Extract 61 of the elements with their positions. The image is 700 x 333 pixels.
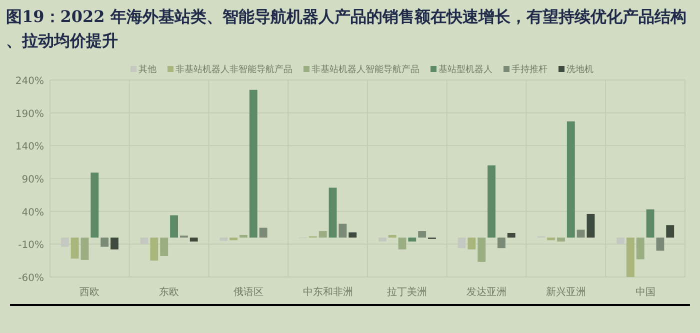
bar	[110, 238, 118, 250]
bar	[566, 121, 575, 238]
bar	[497, 238, 506, 248]
bar	[656, 238, 664, 251]
y-tick-label: 40%	[22, 207, 44, 218]
bar	[60, 238, 69, 247]
x-tick-label: 东欧	[159, 286, 180, 298]
bar	[576, 230, 585, 238]
legend-label: 其他	[138, 64, 156, 75]
bar	[666, 225, 674, 238]
bar	[388, 234, 396, 238]
bar	[259, 228, 268, 238]
bar	[547, 238, 556, 240]
bar	[646, 209, 654, 238]
bar	[90, 172, 99, 238]
bar	[70, 238, 79, 259]
bar	[338, 224, 347, 238]
legend-label: 基站型机器人	[438, 64, 492, 75]
x-tick-label: 拉丁美洲	[387, 286, 428, 298]
chart-title: 图19：2022 年海外基站类、智能导航机器人产品的销售额在快速增长，有望持续优化产品结构、拉动均价提升	[6, 7, 686, 50]
x-tick-label: 新兴亚洲	[546, 286, 586, 298]
bar	[398, 238, 406, 250]
bar	[190, 238, 198, 242]
bar	[328, 188, 337, 238]
x-tick-label: 中东和非洲	[302, 286, 353, 298]
bar	[80, 238, 89, 260]
bar	[348, 232, 357, 238]
bar	[318, 231, 327, 238]
y-tick-label: -60%	[18, 273, 44, 284]
legend-label: 非基站机器人智能导航产品	[312, 64, 420, 75]
x-tick-label: 发达亚洲	[466, 286, 507, 298]
x-tick-label: 西欧	[80, 287, 100, 298]
bar	[230, 238, 238, 240]
bar	[468, 238, 476, 250]
y-tick-label: 90%	[22, 174, 44, 186]
bar	[249, 90, 258, 238]
bar	[586, 214, 595, 238]
bar	[418, 231, 426, 238]
bar	[458, 238, 466, 248]
legend-label: 手持推杆	[512, 64, 548, 75]
bar	[100, 238, 109, 247]
bar	[240, 234, 248, 238]
bar	[507, 233, 516, 238]
bar	[488, 165, 496, 238]
legend-label: 洗地机	[566, 64, 594, 75]
y-tick-label: -10%	[18, 240, 44, 252]
y-tick-label: 240%	[15, 76, 44, 87]
bar	[478, 238, 486, 262]
bar	[170, 215, 178, 238]
bar	[557, 238, 565, 242]
y-tick-label: 190%	[15, 108, 44, 120]
bar	[408, 238, 416, 242]
bar	[636, 238, 644, 260]
bar	[160, 238, 168, 256]
x-tick-label: 中国	[635, 286, 656, 298]
y-tick-label: 140%	[15, 142, 44, 153]
bar	[140, 238, 148, 244]
bar	[626, 238, 634, 277]
x-tick-label: 俄语区	[233, 286, 264, 298]
legend-label: 非基站机器人非智能导航产品	[176, 64, 292, 75]
bar	[150, 238, 158, 261]
